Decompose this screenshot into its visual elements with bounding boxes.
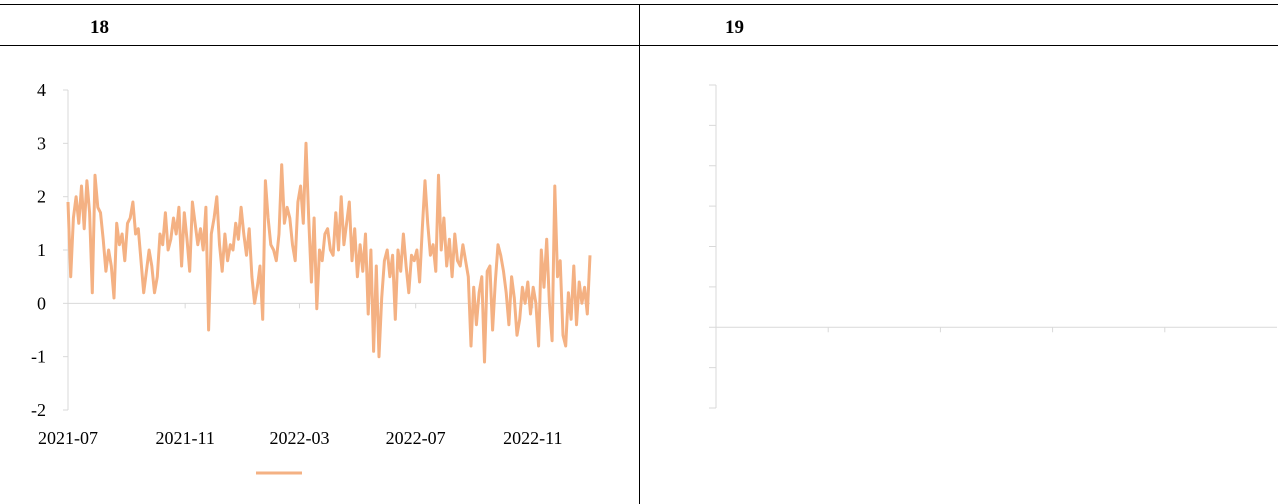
x-tick-label: 2021-11 xyxy=(156,428,215,448)
panel-title-right: 19 xyxy=(725,17,744,38)
y-tick-label: 1 xyxy=(37,240,46,260)
x-tick-label: 2022-07 xyxy=(386,428,446,448)
y-tick-label: 0 xyxy=(37,293,46,313)
y-tick-label: -2 xyxy=(31,400,46,420)
y-tick-label: -1 xyxy=(31,347,46,367)
line-chart-left: -2 -1 0 1 2 3 4 2021-07 2021-11 2022-03 2022-07 202… xyxy=(31,80,592,475)
series-line xyxy=(66,141,592,364)
y-tick-label: 4 xyxy=(37,80,46,100)
panel-title-left: 18 xyxy=(90,17,109,38)
x-tick-label: 2022-11 xyxy=(503,428,562,448)
empty-chart-right xyxy=(709,84,1277,409)
y-tick-label: 3 xyxy=(37,133,46,153)
column-divider xyxy=(639,4,640,504)
x-tick-label: 2021-07 xyxy=(38,428,98,448)
y-tick-label: 2 xyxy=(37,187,46,207)
x-tick-label: 2022-03 xyxy=(269,428,329,448)
